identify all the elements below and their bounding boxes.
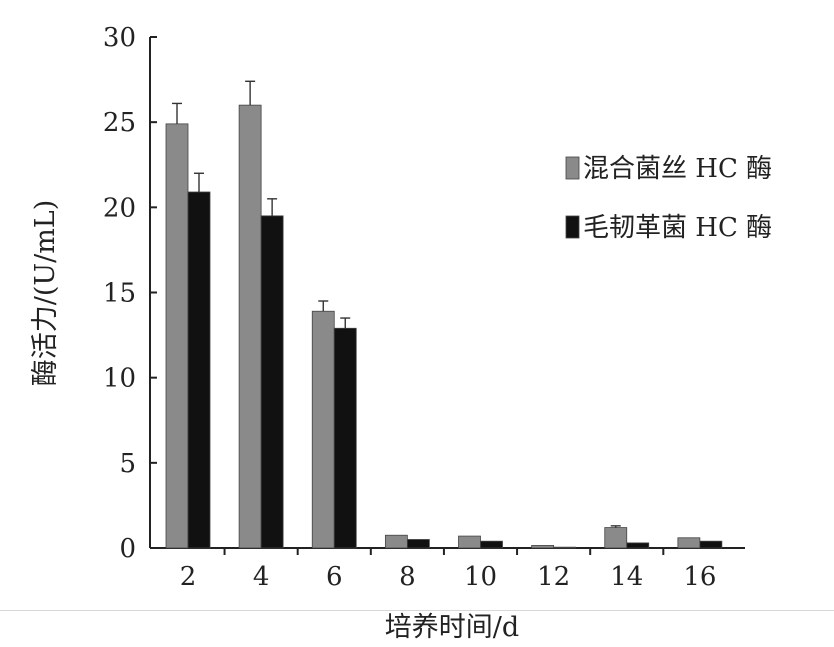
bar xyxy=(626,542,650,549)
x-tick-label: 6 xyxy=(326,562,343,592)
x-tick-label: 10 xyxy=(464,562,497,592)
bar xyxy=(677,537,701,549)
y-tick-label: 20 xyxy=(103,193,136,223)
bar xyxy=(458,535,481,549)
x-tick-label: 2 xyxy=(180,562,197,592)
legend-swatch xyxy=(565,215,580,239)
x-tick-label: 16 xyxy=(683,562,716,592)
y-tick-label: 15 xyxy=(103,279,136,309)
divider xyxy=(0,610,834,611)
bar xyxy=(333,327,357,549)
y-tick-label: 10 xyxy=(103,364,136,394)
x-tick-label: 4 xyxy=(253,562,270,592)
y-tick-label: 30 xyxy=(103,23,136,53)
bar xyxy=(165,123,189,549)
x-tick-label: 14 xyxy=(610,562,643,592)
y-tick-label: 5 xyxy=(119,449,136,479)
x-axis-title: 培养时间/d xyxy=(385,612,519,643)
legend-label: 混合菌丝 HC 酶 xyxy=(583,154,772,184)
legend-swatch xyxy=(565,156,580,180)
y-tick-label: 25 xyxy=(103,108,136,138)
bar xyxy=(553,546,577,549)
x-tick-label: 12 xyxy=(537,562,570,592)
bar xyxy=(260,215,284,549)
legend-label: 毛韧革菌 HC 酶 xyxy=(583,213,772,243)
bar xyxy=(480,540,503,549)
bar xyxy=(699,540,723,549)
bar xyxy=(238,104,262,549)
bar xyxy=(384,534,408,549)
bar xyxy=(406,539,430,549)
x-tick-label: 8 xyxy=(399,562,416,592)
y-axis-title: 酶活力/(U/mL) xyxy=(30,200,61,387)
bar xyxy=(604,527,628,549)
plot-area: 0 5 10 15 20 25 30 2 4 6 8 10 12 14 16 xyxy=(103,23,745,592)
bar xyxy=(531,545,555,549)
bar xyxy=(311,310,335,549)
y-tick-label: 0 xyxy=(119,534,136,564)
bar xyxy=(187,191,211,549)
